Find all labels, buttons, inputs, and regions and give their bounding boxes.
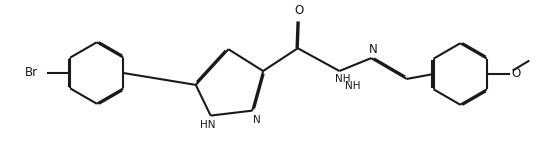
Text: NH: NH bbox=[335, 74, 350, 84]
Text: O: O bbox=[511, 67, 520, 80]
Text: O: O bbox=[294, 4, 304, 17]
Text: N: N bbox=[369, 43, 378, 56]
Text: N: N bbox=[253, 115, 261, 125]
Text: HN: HN bbox=[200, 120, 215, 130]
Text: NH: NH bbox=[346, 81, 361, 91]
Text: Br: Br bbox=[25, 66, 39, 80]
